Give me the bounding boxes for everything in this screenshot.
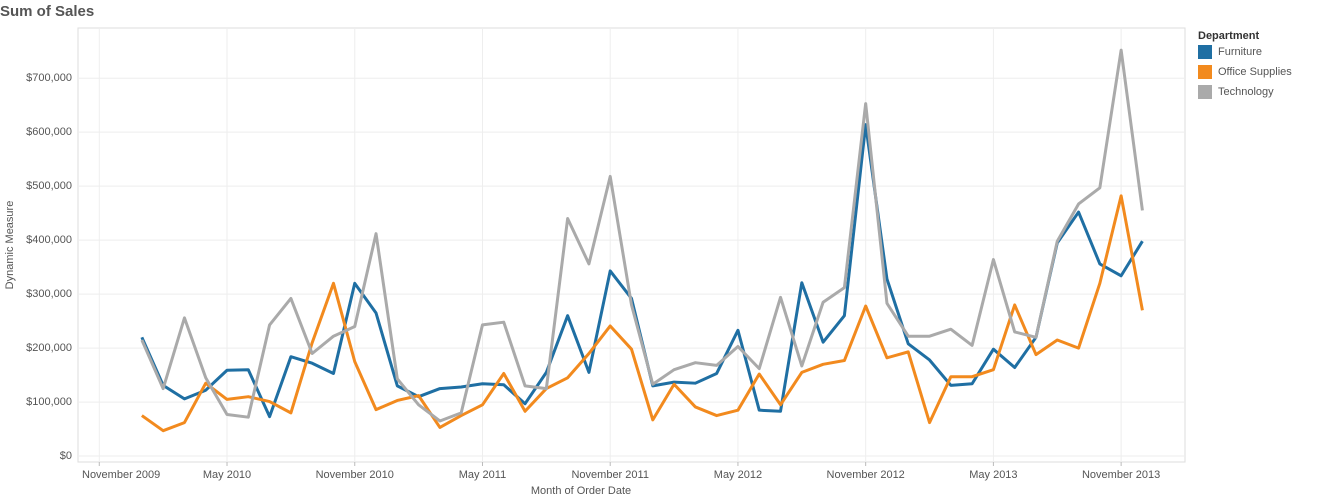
y-axis-label: Dynamic Measure [4, 201, 16, 290]
y-tick-label: $200,000 [26, 342, 72, 354]
y-tick-label: $300,000 [26, 288, 72, 300]
x-tick-label: November 2012 [827, 469, 905, 481]
legend-label: Office Supplies [1218, 66, 1292, 78]
x-axis-label: Month of Order Date [531, 485, 631, 497]
legend-label: Furniture [1218, 46, 1262, 58]
series-line [140, 194, 1144, 433]
x-tick-label: May 2011 [459, 469, 507, 481]
legend-swatch [1198, 85, 1212, 99]
x-tick-label: November 2013 [1082, 469, 1160, 481]
series-line [140, 48, 1144, 423]
y-tick-label: $600,000 [26, 126, 72, 138]
legend-swatch [1198, 45, 1212, 59]
x-tick-label: May 2013 [969, 469, 1017, 481]
y-tick-label: $700,000 [26, 72, 72, 84]
y-tick-label: $0 [60, 450, 72, 462]
legend-swatch [1198, 65, 1212, 79]
x-tick-label: May 2012 [714, 469, 762, 481]
y-tick-label: $100,000 [26, 396, 72, 408]
series-line [140, 123, 1144, 419]
y-tick-label: $400,000 [26, 234, 72, 246]
legend-label: Technology [1218, 86, 1274, 98]
legend-title: Department [1198, 30, 1259, 42]
x-tick-label: November 2009 [82, 469, 160, 481]
y-tick-label: $500,000 [26, 180, 72, 192]
plot-frame [77, 27, 1186, 463]
chart-title: Sum of Sales [0, 3, 94, 20]
x-tick-label: May 2010 [203, 469, 251, 481]
x-tick-label: November 2011 [571, 469, 648, 481]
x-tick-label: November 2010 [316, 469, 394, 481]
